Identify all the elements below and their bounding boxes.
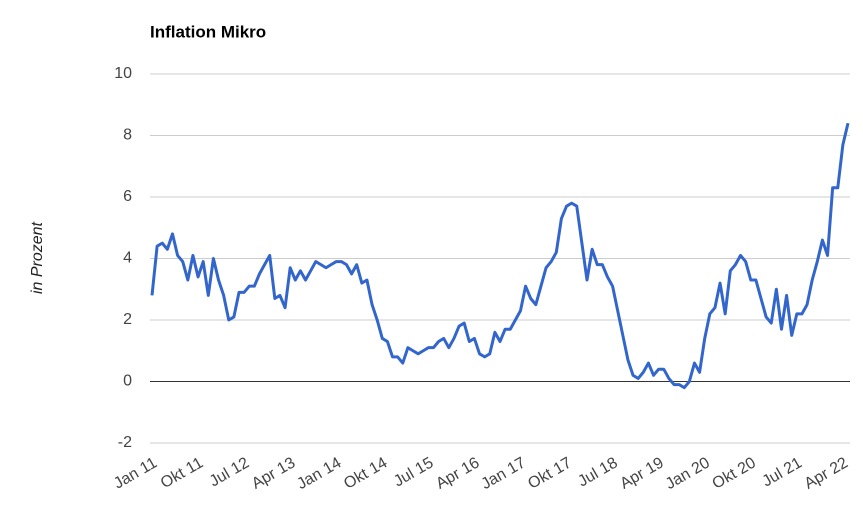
x-tick-label: Okt 11 — [158, 454, 206, 492]
data-line — [150, 122, 850, 390]
x-tick-label: Apr 16 — [433, 454, 482, 492]
chart-title: Inflation Mikro — [150, 22, 266, 41]
y-tick-label: 0 — [123, 373, 132, 390]
x-tick-label: Jan 17 — [478, 454, 528, 493]
x-tick-label: Apr 19 — [617, 454, 666, 492]
y-axis-label: in Prozent — [29, 221, 46, 294]
y-tick-label: -2 — [118, 434, 132, 451]
x-tick-label: Jul 18 — [575, 454, 621, 490]
y-tick-label: 4 — [123, 250, 132, 267]
x-tick-label: Apr 13 — [249, 454, 298, 492]
x-tick-label: Jan 11 — [111, 454, 160, 492]
y-tick-label: 10 — [114, 65, 132, 82]
x-tick-label: Jul 15 — [391, 454, 437, 490]
x-tick-label: Apr 22 — [802, 454, 851, 492]
x-tick-label: Okt 17 — [525, 454, 574, 492]
x-tick-label: Jul 21 — [759, 454, 805, 490]
x-tick-label: Jan 20 — [663, 454, 713, 493]
y-tick-label: 8 — [123, 127, 132, 144]
x-tick-label: Jan 14 — [294, 454, 344, 493]
y-tick-label: 2 — [123, 311, 132, 328]
x-tick-label: Okt 14 — [341, 454, 390, 492]
y-tick-label: 6 — [123, 188, 132, 205]
x-tick-label: Okt 20 — [710, 454, 759, 492]
x-tick-label: Jul 12 — [207, 454, 253, 490]
